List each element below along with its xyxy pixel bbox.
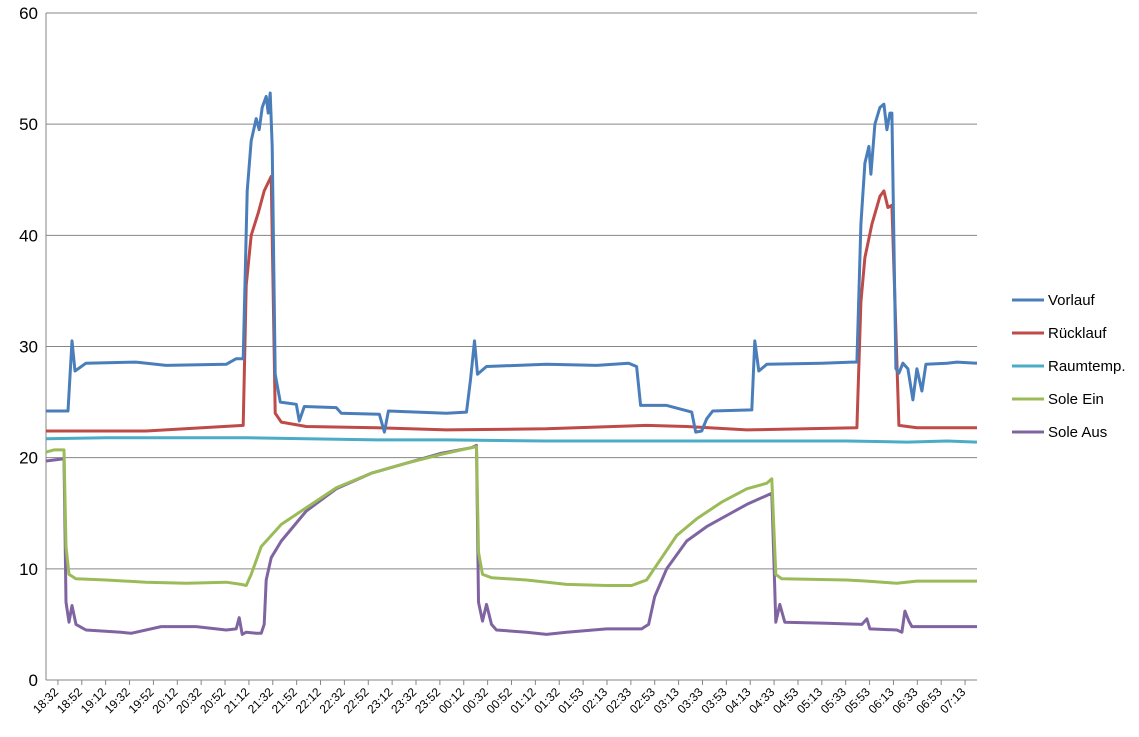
x-tick-label: 06:53 <box>913 685 944 716</box>
x-tick-label: 22:32 <box>317 685 348 716</box>
legend: Vorlauf Rücklauf Raumtemp. Sole Ein Sole Aus <box>1012 292 1126 441</box>
x-tick-label: 02:33 <box>603 685 634 716</box>
series-line-sole-aus <box>45 443 977 636</box>
x-tick-label: 03:53 <box>699 685 730 716</box>
x-tick-label: 21:32 <box>245 685 276 716</box>
x-tick-label: 01:53 <box>555 685 586 716</box>
x-tick-label: 21:12 <box>221 685 252 716</box>
x-tick-label: 00:32 <box>460 685 491 716</box>
x-tick-label: 19:32 <box>102 685 133 716</box>
legend-label: Rücklauf <box>1048 325 1107 342</box>
y-tick-label: 60 <box>19 4 38 23</box>
x-tick-label: 04:53 <box>770 685 801 716</box>
series-line-vorlauf <box>46 91 978 434</box>
x-tick-label: 23:12 <box>364 685 395 716</box>
x-tick-label: 22:52 <box>340 685 371 716</box>
series-lines <box>45 91 978 636</box>
series-line-sole-ein <box>45 445 977 587</box>
x-tick-label: 03:33 <box>675 685 706 716</box>
x-tick-label: 22:12 <box>293 685 324 716</box>
x-tick-label: 23:32 <box>388 685 419 716</box>
y-tick-label: 40 <box>19 226 38 245</box>
x-tick-label: 02:53 <box>627 685 658 716</box>
y-axis: 0 10 20 30 40 50 60 <box>19 4 38 690</box>
x-tick-label: 04:33 <box>746 685 777 716</box>
legend-label: Raumtemp. <box>1048 358 1126 375</box>
x-tick-label: 19:12 <box>78 685 109 716</box>
x-tick-label: 00:12 <box>436 685 467 716</box>
x-tick-label: 04:13 <box>722 685 753 716</box>
x-tick-label: 01:12 <box>508 685 539 716</box>
x-tick-label: 00:52 <box>484 685 515 716</box>
x-tick-label: 03:13 <box>651 685 682 716</box>
legend-label: Vorlauf <box>1048 292 1096 309</box>
x-tick-label: 21:52 <box>269 685 300 716</box>
x-tick-label: 18:52 <box>54 685 85 716</box>
legend-label: Sole Ein <box>1048 391 1104 408</box>
x-tick-label: 05:53 <box>842 685 873 716</box>
x-tick-label: 20:12 <box>149 685 180 716</box>
legend-label: Sole Aus <box>1048 424 1107 441</box>
x-tick-label: 19:52 <box>126 685 157 716</box>
x-tick-label: 23:52 <box>412 685 443 716</box>
x-tick-label: 02:13 <box>579 685 610 716</box>
x-tick-label: 20:52 <box>197 685 228 716</box>
y-tick-label: 10 <box>19 560 38 579</box>
x-tick-label: 06:33 <box>889 685 920 716</box>
y-tick-label: 30 <box>19 338 38 357</box>
x-tick-label: 20:32 <box>173 685 204 716</box>
y-tick-label: 50 <box>19 115 38 134</box>
series-line-r-cklauf <box>46 174 977 433</box>
x-tick-label: 07:13 <box>937 685 968 716</box>
y-tick-label: 0 <box>29 671 38 690</box>
gridlines <box>46 12 977 681</box>
x-tick-label: 05:13 <box>794 685 825 716</box>
y-tick-label: 20 <box>19 449 38 468</box>
x-tick-label: 06:13 <box>866 685 897 716</box>
x-tick-label: 05:33 <box>818 685 849 716</box>
x-tick-label: 01:32 <box>531 685 562 716</box>
series-line-raumtemp <box>45 436 978 444</box>
